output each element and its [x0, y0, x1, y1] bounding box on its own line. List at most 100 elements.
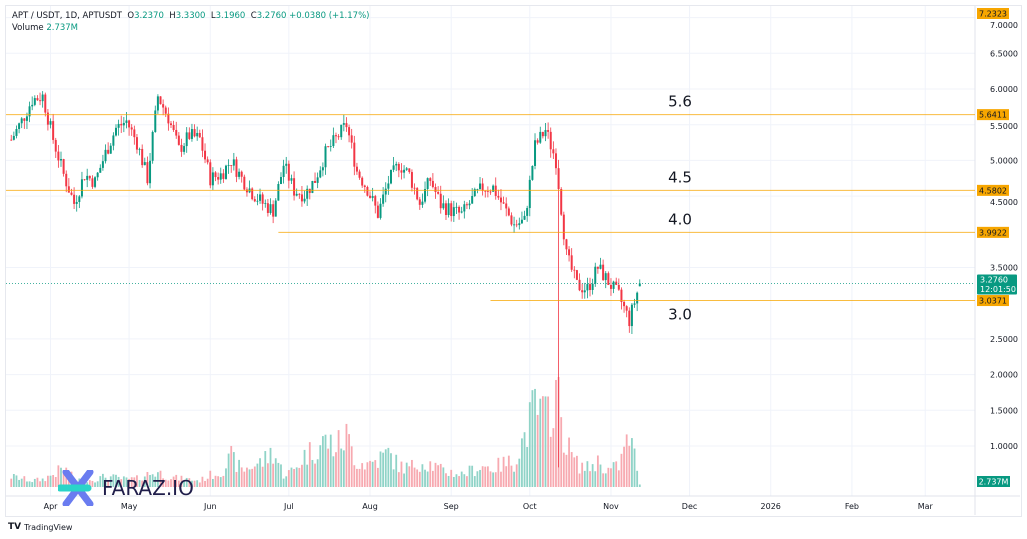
volume-bar: [214, 475, 217, 487]
volume-bar: [390, 453, 392, 487]
volume-bar: [122, 476, 125, 487]
close-label: C: [250, 11, 257, 21]
candle-body: [164, 107, 167, 114]
candle-body: [172, 125, 175, 130]
volume-bar: [638, 484, 641, 487]
candle-body: [282, 165, 285, 178]
volume-bar: [492, 472, 495, 487]
volume-bar: [636, 470, 639, 487]
volume-bar: [439, 463, 442, 487]
volume-bar: [172, 476, 175, 487]
volume-bar: [500, 471, 502, 487]
candle-body: [387, 183, 390, 189]
candle-body: [23, 118, 26, 121]
candle-body: [489, 191, 492, 193]
volume-bar: [361, 463, 364, 487]
candle-body: [180, 144, 183, 152]
volume-bar: [120, 479, 123, 487]
candle-body: [447, 203, 450, 215]
symbol-title[interactable]: APT / USDT, 1D, APTUSDT: [12, 11, 123, 21]
volume-bar: [416, 469, 419, 487]
volume-bar: [18, 479, 20, 487]
volume-bar: [395, 454, 398, 487]
y-tick-label: 5.0000: [990, 156, 1018, 165]
volume-bar: [382, 452, 385, 487]
candle-body: [431, 180, 434, 188]
candle-body: [33, 98, 36, 105]
volume-bar: [568, 437, 570, 487]
candle-body: [337, 136, 340, 138]
volume-bar: [413, 467, 416, 487]
candle-body: [162, 104, 165, 108]
candle-body: [562, 214, 565, 240]
candle-body: [573, 269, 576, 271]
volume-bar: [91, 480, 94, 487]
volume-bar: [602, 473, 605, 487]
candle-body: [70, 192, 73, 195]
candle-body: [442, 203, 445, 209]
volume-bar: [335, 452, 337, 487]
volume-bar: [130, 477, 133, 487]
candle-body: [591, 283, 594, 290]
open-label: O: [127, 11, 135, 21]
candle-body: [382, 194, 385, 204]
volume-bar: [455, 474, 458, 487]
x-tick-label: Feb: [845, 502, 859, 511]
footer-brand: TradingView: [24, 522, 73, 532]
candle-body: [340, 124, 343, 138]
volume-bar: [429, 461, 432, 487]
volume-bar: [442, 467, 445, 487]
volume-bar: [96, 481, 99, 487]
volume-bar: [293, 468, 295, 487]
change-value: +0.0380 (+1.17%): [289, 11, 370, 21]
volume-bar: [298, 467, 301, 487]
candle-body: [405, 168, 408, 170]
volume-bar: [232, 452, 235, 487]
candle-body: [36, 98, 39, 101]
volume-bar: [222, 475, 225, 487]
current-price-tag: [977, 274, 1017, 295]
volume-bar: [28, 481, 31, 487]
candle-body: [536, 140, 539, 143]
candle-body: [638, 283, 641, 287]
volume-bar: [531, 390, 534, 487]
candle-body: [91, 178, 94, 187]
volume-bar: [366, 462, 369, 487]
volume-bar: [539, 398, 542, 487]
tradingview-footer[interactable]: TV TradingView: [8, 522, 72, 532]
volume-bar: [183, 481, 185, 487]
candle-body: [277, 183, 280, 201]
candle-body: [78, 196, 81, 202]
candle-body: [266, 203, 269, 213]
volume-bar: [544, 396, 547, 487]
volume-bar: [523, 432, 526, 487]
candle-body: [570, 255, 573, 270]
volume-bar: [303, 449, 306, 487]
candle-body: [437, 192, 440, 194]
volume-bar: [327, 448, 330, 487]
volume-bar: [10, 478, 13, 487]
volume-bar: [154, 476, 157, 487]
low-label: L: [210, 11, 216, 21]
candle-body: [154, 110, 157, 133]
x-tick-label: Oct: [523, 502, 537, 511]
volume-bar: [337, 430, 340, 487]
candle-body: [636, 292, 639, 304]
volume-bar: [117, 476, 120, 487]
volume-bar: [31, 482, 34, 487]
volume-bar: [54, 477, 57, 487]
volume-bar: [400, 461, 403, 487]
candle-body: [156, 96, 159, 111]
volume-bar: [143, 476, 146, 487]
level-annotation: 5.6: [668, 93, 692, 111]
volume-bar: [507, 455, 510, 487]
candle-body: [549, 131, 552, 150]
candle-body: [146, 162, 149, 184]
high-value: 3.3300: [175, 11, 206, 21]
candle-body: [232, 159, 235, 166]
volume-bar: [162, 478, 165, 487]
volume-bar: [604, 473, 607, 487]
candle-body: [274, 200, 277, 217]
volume-bar: [452, 476, 455, 487]
